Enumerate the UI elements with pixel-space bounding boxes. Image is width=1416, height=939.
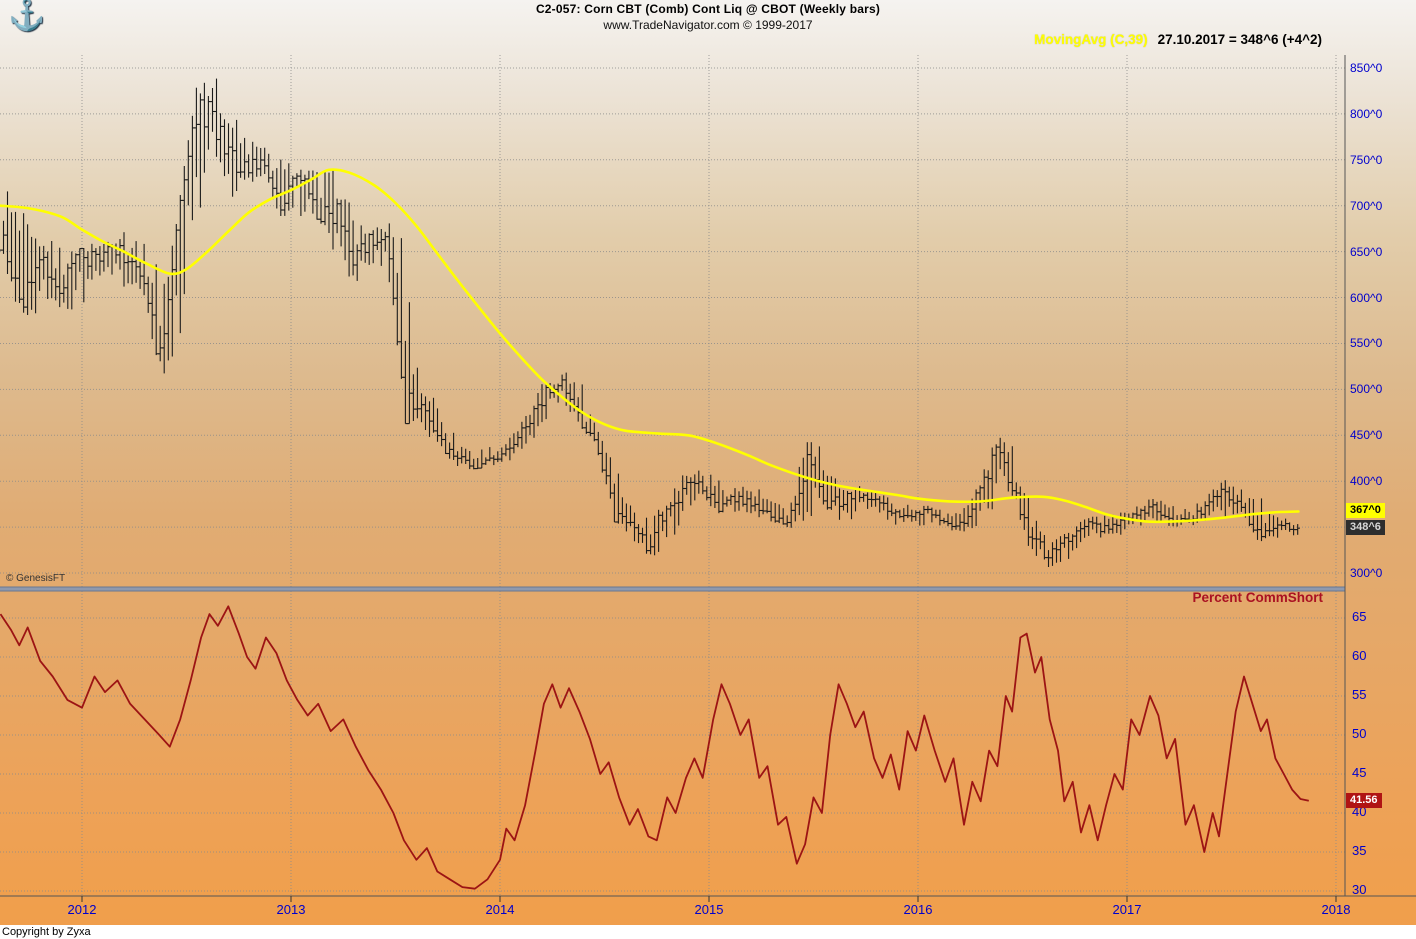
indicator-value-box: 41.56 xyxy=(1346,792,1382,808)
ma-value-box: 367^0 xyxy=(1346,503,1385,519)
genesisft-watermark: © GenesisFT xyxy=(6,573,66,584)
last-price-box: 348^6 xyxy=(1346,520,1385,536)
anchor-icon: ⚓ xyxy=(8,0,46,32)
ma-legend-label[interactable]: MovingAvg (C,39) xyxy=(1034,32,1148,47)
indicator-title[interactable]: Percent CommShort xyxy=(1192,590,1323,605)
header: C2-057: Corn CBT (Comb) Cont Liq @ CBOT … xyxy=(0,2,1416,32)
chart-subtitle: www.TradeNavigator.com © 1999-2017 xyxy=(603,18,813,32)
chart-title: C2-057: Corn CBT (Comb) Cont Liq @ CBOT … xyxy=(535,2,881,16)
cursor-date-value-readout: 27.10.2017 = 348^6 (+4^2) xyxy=(1157,32,1322,47)
indicator-legend-row: MovingAvg (C,39) 27.10.2017 = 348^6 (+4^… xyxy=(1034,32,1322,47)
copyright-text: Copyright by Zyxa xyxy=(2,926,91,938)
copyright-bar: Copyright by Zyxa xyxy=(0,925,1416,939)
